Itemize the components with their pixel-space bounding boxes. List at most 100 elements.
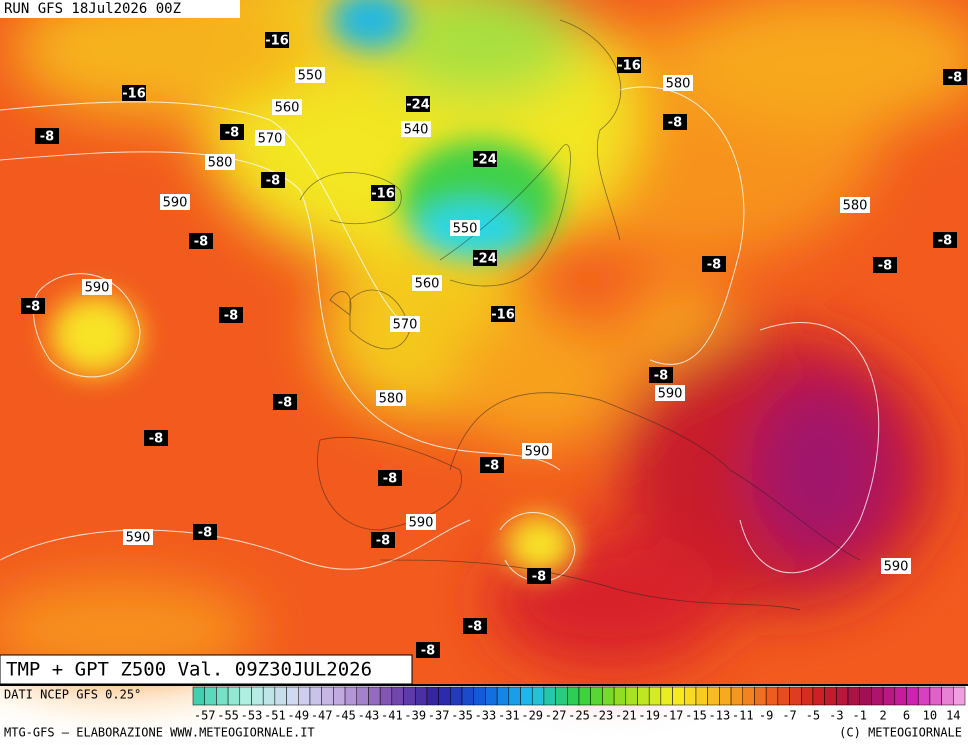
legend-swatch [450,686,463,706]
legend-label: -11 [732,709,754,723]
legend-label: -31 [498,709,520,723]
legend-swatch [847,686,860,706]
height-label-box [255,130,285,146]
legend-swatch [192,686,205,706]
legend-swatch [929,686,942,706]
legend-label: -15 [685,709,707,723]
height-label: 590 [658,387,683,402]
legend-swatch [625,686,638,706]
color-legend: -57 -55 -53 -51 -49 -47 -45 -43 -41 -39 -37 -35 -33-… [192,686,966,723]
legend-swatch [543,686,556,706]
legend-swatch [719,686,732,706]
legend-swatch [531,686,545,706]
legend-swatch [812,686,825,706]
legend-swatch [508,686,521,706]
legend-swatch [953,686,966,706]
legend-label: -23 [592,709,614,723]
legend-label: -29 [521,709,543,723]
isotherm-label: -8 [40,130,54,145]
height-label-box [376,390,406,406]
height-label: 570 [393,318,418,333]
isotherm-label: -8 [707,258,721,273]
legend-label: -57 [194,709,216,723]
height-label-box [160,194,190,210]
legend-label: -39 [404,709,426,723]
isotherm-label-box [473,250,497,266]
height-label-box [663,75,693,91]
isotherm-label: -24 [406,98,430,113]
height-label-box [840,197,870,213]
legend-swatch [906,686,919,706]
isotherm-label-box [473,151,497,167]
legend-label: -51 [264,709,286,723]
legend-swatch [660,686,673,706]
isotherm-label: -8 [938,234,952,249]
isotherm-label: -16 [265,34,289,49]
legend-label: -55 [217,709,239,723]
legend-swatch [333,686,346,706]
legend-label: -45 [334,709,356,723]
height-label: 580 [843,199,868,214]
isotherm-label-box [463,618,487,634]
legend-label: -27 [545,709,567,723]
isotherm-label-box [943,69,967,85]
isotherm-label-box [219,307,243,323]
legend-label: -7 [782,709,796,723]
isotherm-label-box [193,524,217,540]
isotherm-label: -8 [278,396,292,411]
legend-label: -19 [638,709,660,723]
height-label-box [412,275,442,291]
isotherm-label-box [273,394,297,410]
isotherm-label: -8 [383,472,397,487]
isotherm-label: -8 [149,432,163,447]
legend-swatch [204,686,217,706]
height-label: 590 [85,281,110,296]
height-label-box [450,220,480,236]
legend-swatch [917,686,931,706]
legend-label: -37 [428,709,450,723]
isotherm-label: -8 [654,369,668,384]
legend-label: 10 [923,709,937,723]
title-box [0,654,413,685]
isotherm-label-box [189,233,213,249]
legend-swatch [941,686,954,706]
isohypses [0,86,880,582]
legend-swatch [251,686,264,706]
legend-swatch [286,686,299,706]
isotherm-label: -8 [532,570,546,585]
isotherm-label: -8 [468,620,482,635]
legend-swatch [742,686,755,706]
legend-swatch [590,686,603,706]
legend-label: -49 [287,709,309,723]
height-label: 560 [275,101,300,116]
legend-swatch [309,686,322,706]
isotherm-label-box [371,185,395,201]
isotherm-label-box [416,642,440,658]
isotherm-label-box [122,85,146,101]
legend-label: 2 [880,709,887,723]
isotherm-label-box [261,172,285,188]
legend-swatch [368,686,381,706]
height-label: 590 [163,196,188,211]
legend-swatch [426,686,439,706]
height-label-box [205,154,235,170]
height-label-box [655,385,685,401]
height-label-box [390,316,420,332]
legend-swatch [391,686,404,706]
isotherm-label: -16 [371,187,395,202]
legend-swatch [882,686,896,706]
height-label: 540 [404,123,429,138]
legend-swatch [730,686,744,706]
isotherm-label-box [933,232,957,248]
legend-swatch [800,686,814,706]
height-label-box [82,279,112,295]
legend-swatch [461,686,474,706]
height-label: 590 [409,516,434,531]
isotherm-label: -8 [948,71,962,86]
legend-label: -41 [381,709,403,723]
legend-label: -5 [806,709,820,723]
credits: MTG-GFS — ELABORAZIONE WWW.METEOGIORNALE… [4,726,315,740]
legend-swatch [262,686,276,706]
